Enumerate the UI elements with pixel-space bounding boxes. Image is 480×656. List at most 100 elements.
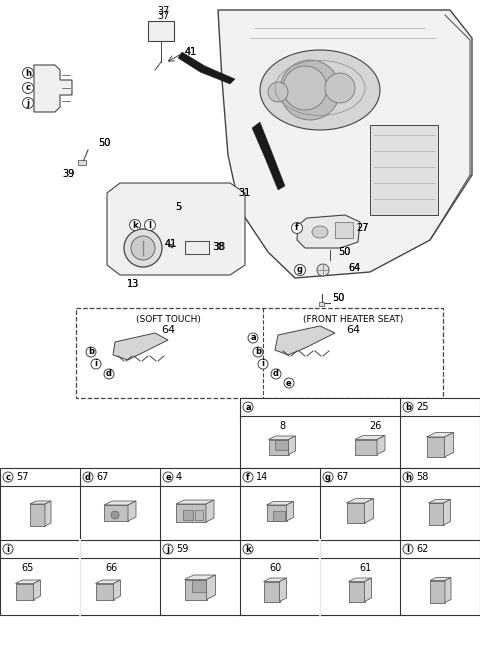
Text: a: a [245,403,251,411]
Polygon shape [348,581,364,602]
Circle shape [86,347,96,357]
Text: 41: 41 [165,239,177,249]
Polygon shape [364,578,372,602]
Circle shape [130,220,141,230]
Polygon shape [206,500,214,522]
Circle shape [295,264,305,276]
Text: 41: 41 [165,239,177,249]
Circle shape [271,369,281,379]
Circle shape [325,73,355,103]
Text: 64: 64 [348,263,360,273]
Polygon shape [266,501,293,505]
Circle shape [280,60,340,120]
Text: a: a [250,333,256,342]
Polygon shape [96,580,120,583]
Polygon shape [445,577,451,602]
Polygon shape [104,501,136,505]
Text: 26: 26 [369,421,381,431]
Polygon shape [429,499,451,503]
Circle shape [91,359,101,369]
Text: 41: 41 [185,47,197,57]
Polygon shape [444,499,451,525]
Circle shape [403,472,413,482]
Text: 41: 41 [185,47,197,57]
Bar [192,579,206,592]
Text: c: c [5,472,11,482]
Circle shape [403,402,413,412]
Text: 27: 27 [356,223,369,233]
Polygon shape [96,583,113,600]
Polygon shape [364,499,373,523]
Text: i: i [7,544,10,554]
Text: 37: 37 [157,11,169,21]
Text: 25: 25 [416,402,429,412]
Polygon shape [348,578,372,581]
Text: 50: 50 [98,138,110,148]
Circle shape [23,98,34,108]
Text: 65: 65 [22,563,34,573]
Polygon shape [45,501,51,526]
Text: g: g [297,266,303,274]
Polygon shape [113,580,120,600]
Text: c: c [25,83,31,92]
Polygon shape [30,504,45,526]
Text: f: f [246,472,250,482]
Polygon shape [113,333,168,360]
Polygon shape [427,432,454,437]
Polygon shape [30,501,51,504]
Polygon shape [104,505,128,521]
Text: 67: 67 [336,472,348,482]
Text: l: l [148,220,152,230]
Text: 57: 57 [16,472,28,482]
Bar [319,302,324,306]
Text: 8: 8 [279,421,285,431]
Text: 50: 50 [98,138,110,148]
Polygon shape [355,440,377,455]
Text: e: e [286,379,292,388]
Text: 50: 50 [332,293,344,303]
Polygon shape [178,52,235,84]
Polygon shape [288,436,296,455]
Polygon shape [430,581,445,602]
Circle shape [317,264,329,276]
Text: d: d [273,369,279,379]
Polygon shape [107,183,245,275]
Polygon shape [176,504,206,522]
Text: h: h [25,68,31,77]
Polygon shape [128,501,136,521]
Polygon shape [252,122,285,190]
Text: j: j [167,544,169,554]
Bar [148,21,174,41]
Bar [183,510,193,520]
Circle shape [243,472,253,482]
Circle shape [291,222,302,234]
Polygon shape [355,436,385,440]
Polygon shape [268,436,296,440]
Text: f: f [295,224,299,232]
Bar [78,160,86,165]
Text: b: b [88,348,94,356]
Bar [275,440,288,450]
Text: 64: 64 [161,325,175,335]
Text: 39: 39 [62,169,74,179]
Polygon shape [275,326,335,355]
Polygon shape [347,499,373,503]
Circle shape [295,75,325,105]
Circle shape [163,472,173,482]
Polygon shape [268,440,288,455]
Polygon shape [347,503,364,523]
Text: 50: 50 [338,247,350,257]
Circle shape [23,83,34,94]
Bar [335,222,353,238]
Text: e: e [165,472,171,482]
Text: h: h [405,472,411,482]
Polygon shape [427,437,444,457]
Text: 50: 50 [332,293,344,303]
Ellipse shape [131,236,155,260]
Circle shape [253,347,263,357]
Text: 58: 58 [416,472,428,482]
Text: 62: 62 [416,544,428,554]
Text: 66: 66 [106,563,118,573]
Text: b: b [255,348,261,356]
Polygon shape [377,436,385,455]
